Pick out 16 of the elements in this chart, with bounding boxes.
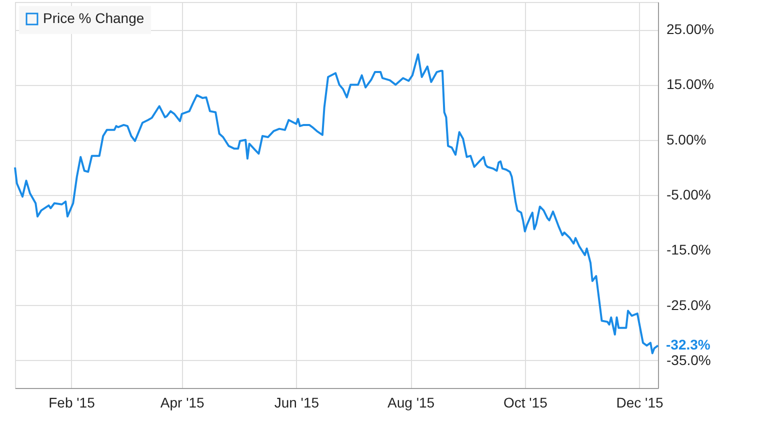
line-series bbox=[14, 53, 659, 354]
x-tick-label: Jun '15 bbox=[274, 394, 320, 410]
y-tick-label: -35.0% bbox=[666, 352, 711, 368]
y-tick-label: -25.0% bbox=[666, 296, 711, 313]
x-tick-label: Aug '15 bbox=[388, 394, 435, 410]
y-tick-label: -5.00% bbox=[666, 186, 711, 202]
y-tick-label: -15.0% bbox=[666, 242, 711, 258]
x-tick-label: Oct '15 bbox=[503, 394, 548, 410]
y-tick-label: 25.00% bbox=[666, 21, 714, 38]
x-tick-label: Apr '15 bbox=[160, 394, 205, 410]
annotation: -32.3% bbox=[666, 336, 711, 353]
y-tick-label: 15.00% bbox=[666, 76, 714, 92]
y-tick-label: 5.00% bbox=[666, 131, 706, 148]
x-tick-label: Feb '15 bbox=[48, 394, 96, 410]
x-tick-label: Dec '15 bbox=[616, 394, 664, 410]
legend-label: Price % Change bbox=[43, 10, 144, 26]
